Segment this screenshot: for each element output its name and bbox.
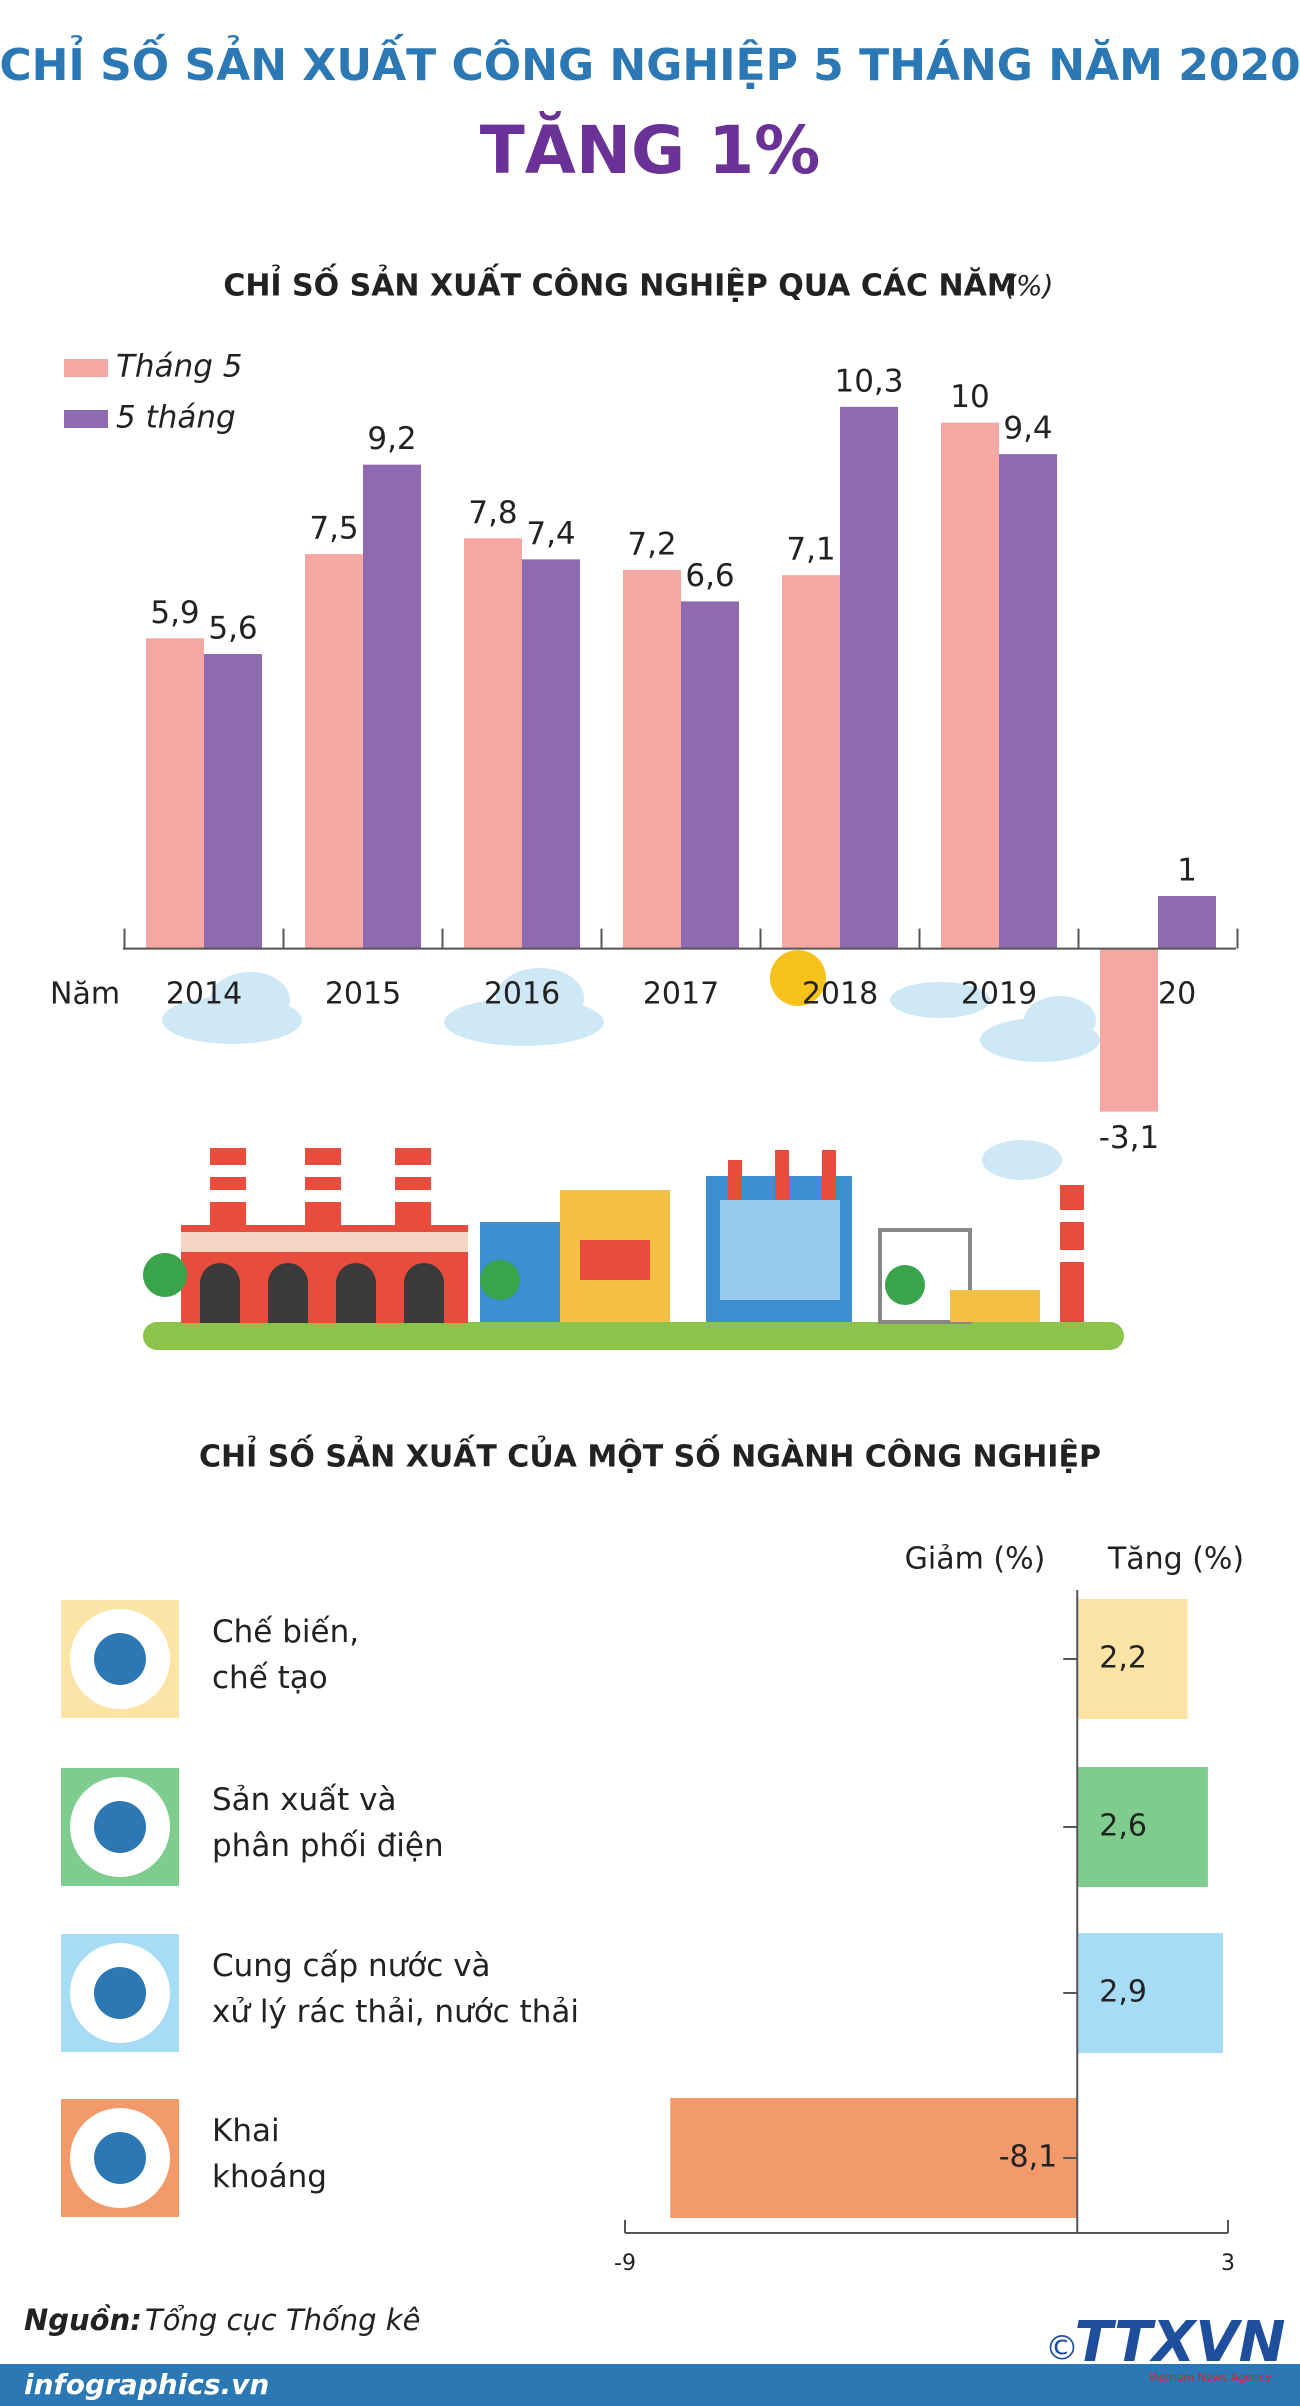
logo: TTXVN (1074, 2310, 1285, 2375)
value-label: 10 (950, 379, 989, 415)
value-label: 7,8 (468, 495, 517, 531)
legend-swatch (64, 359, 108, 377)
copyright: © (1045, 2329, 1079, 2369)
source: Tổng cục Thống kê (145, 2303, 420, 2337)
value-label: -8,1 (999, 2140, 1058, 2175)
value-label: 1 (1177, 853, 1197, 889)
bar (941, 422, 999, 949)
x-tick-label: 3 (1221, 2251, 1235, 2276)
page-subtitle: TĂNG 1% (480, 111, 821, 189)
bar (363, 464, 421, 949)
logo-tagline: Vietnam News Agency (1148, 2371, 1272, 2384)
icon-glyph (94, 1967, 146, 2019)
x-tick-label: 2018 (802, 977, 878, 1012)
footer-bar (0, 2364, 1300, 2406)
site: infographics.vn (24, 2368, 269, 2401)
category-label: Khai khoáng (212, 2113, 327, 2195)
value-label: 7,2 (627, 526, 676, 562)
value-label: 5,6 (208, 611, 257, 647)
bar (1158, 896, 1216, 949)
category-label-box: Khai khoáng (212, 2113, 327, 2195)
bar (146, 638, 204, 949)
value-label: 9,4 (1003, 411, 1052, 447)
icon-glyph (94, 1801, 146, 1853)
x-tick-label: 2015 (325, 977, 401, 1012)
decoration (162, 950, 1100, 1180)
x-tick-label: 2016 (484, 977, 560, 1012)
bar (623, 569, 681, 949)
value-label: 2,2 (1099, 1641, 1147, 1676)
factory-illustration (143, 1148, 1124, 1350)
page-title: CHỈ SỐ SẢN XUẤT CÔNG NGHIỆP 5 THÁNG NĂM … (0, 32, 1300, 91)
legend-label: Tháng 5 (116, 349, 242, 385)
value-label: 2,6 (1099, 1809, 1147, 1844)
x-tick-label: -9 (614, 2251, 636, 2276)
chart-title: CHỈ SỐ SẢN XUẤT CỦA MỘT SỐ NGÀNH CÔNG NG… (199, 1434, 1101, 1475)
category-label: Chế biến, chế tạo (212, 1614, 360, 1696)
bar (782, 575, 840, 949)
value-label: 7,1 (786, 532, 835, 568)
value-label: 2,9 (1099, 1975, 1147, 2010)
category-label: Cung cấp nước và xử lý rác thải, nước th… (212, 1948, 579, 2030)
bar (1077, 1933, 1223, 2053)
bar (840, 406, 898, 949)
chart-title: CHỈ SỐ SẢN XUẤT CÔNG NGHIỆP QUA CÁC NĂM (223, 263, 1016, 304)
bar (1077, 1599, 1188, 1719)
x-axis-label: Năm (50, 977, 120, 1012)
bar (681, 601, 739, 949)
value-label: 5,9 (150, 595, 199, 631)
category-label-box: Chế biến, chế tạo (212, 1614, 360, 1696)
icon-glyph (94, 1633, 146, 1685)
legend-label: 5 tháng (116, 400, 236, 436)
bar (464, 538, 522, 949)
bar (999, 454, 1057, 949)
bar (1100, 948, 1158, 1112)
category-label: Sản xuất và phân phối điện (212, 1782, 444, 1864)
legend-swatch (64, 410, 108, 428)
value-label: 7,4 (526, 516, 575, 552)
axis-heading-negative: Giảm (%) (905, 1542, 1046, 1577)
bar (670, 2098, 1078, 2218)
bar (522, 559, 580, 949)
bar (305, 554, 363, 949)
value-label: 7,5 (309, 511, 358, 547)
x-tick-label: 2014 (166, 977, 242, 1012)
bar (1077, 1767, 1208, 1887)
value-label: 10,3 (834, 363, 903, 399)
icon-glyph (94, 2132, 146, 2184)
value-label: 9,2 (367, 421, 416, 457)
chart-title-unit: (%) (1005, 269, 1053, 302)
source-label: Nguồn: (24, 2303, 142, 2337)
x-tick-label: 2019 (961, 977, 1037, 1012)
value-label: 6,6 (685, 558, 734, 594)
bar (204, 654, 262, 949)
axis-heading-positive: Tăng (%) (1107, 1542, 1244, 1577)
value-label: -3,1 (1099, 1120, 1160, 1156)
category-label-box: Sản xuất và phân phối điện (212, 1782, 444, 1864)
x-tick-label: 2017 (643, 977, 719, 1012)
category-label-box: Cung cấp nước và xử lý rác thải, nước th… (212, 1948, 579, 2030)
